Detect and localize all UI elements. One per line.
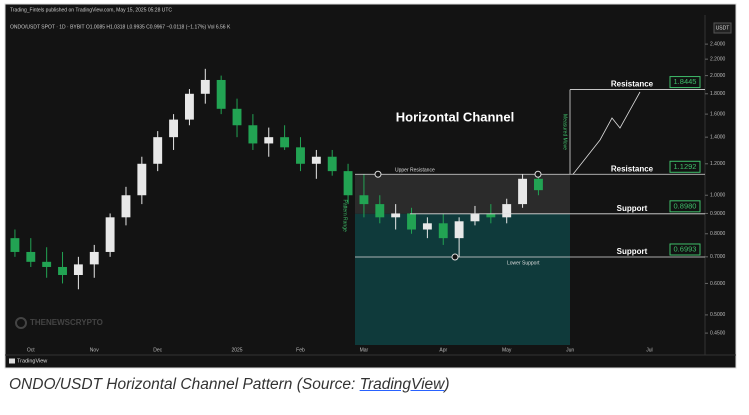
x-tick-label: Jun	[566, 347, 574, 353]
currency: USDT	[716, 25, 730, 31]
level-value: 1.8445	[674, 77, 697, 86]
level-value-box	[669, 76, 701, 89]
candle-body	[327, 156, 337, 172]
level-value: 0.6993	[674, 244, 697, 253]
range-label: Pattern Range	[342, 200, 348, 232]
candle-body	[232, 108, 242, 126]
y-tick-label: 2.0000	[710, 73, 726, 79]
y-tick-label: 1.0000	[710, 193, 726, 199]
footer-brand: TradingView	[17, 358, 47, 364]
footer-logo	[9, 358, 15, 364]
level-name: Resistance	[611, 164, 654, 173]
symbol-info: ONDO/USDT SPOT · 1D · BYBIT O1.0085 H1.0…	[10, 24, 231, 30]
candle-body	[73, 264, 83, 276]
candle-body	[391, 213, 401, 218]
measured-arrow	[572, 91, 641, 175]
candle-body	[10, 238, 20, 252]
watermark: THENEWSCRYPTO	[30, 318, 103, 327]
candle-body	[264, 137, 274, 144]
caption-text: ONDO/USDT Horizontal Channel Pattern (So…	[9, 376, 356, 393]
level-name: Resistance	[611, 80, 654, 89]
candle-body	[216, 79, 226, 109]
candle-body	[153, 137, 163, 164]
x-tick-label: Oct	[27, 347, 35, 353]
level-value: 0.8980	[674, 201, 697, 210]
x-tick-label: Nov	[90, 347, 99, 353]
candle-body	[359, 195, 369, 205]
currency-box	[713, 22, 732, 34]
level-value-box	[669, 160, 701, 173]
pivot-marker	[534, 170, 542, 178]
candle-body	[248, 125, 258, 144]
y-tick-label: 1.6000	[710, 111, 726, 117]
measured-label: Measured Move	[562, 114, 568, 150]
y-tick-label: 1.4000	[710, 134, 726, 140]
level-value: 1.1292	[674, 162, 697, 171]
y-tick-label: 0.5000	[710, 312, 726, 318]
candle-body	[375, 204, 385, 218]
candle-body	[58, 266, 67, 276]
candle-body	[311, 156, 321, 164]
candle-body	[343, 171, 353, 196]
level-name: Support	[617, 247, 648, 256]
candle-body	[296, 147, 305, 164]
candle-body	[280, 137, 290, 148]
x-tick-label: Dec	[153, 347, 162, 353]
chart: Trading_Fintels published on TradingView…	[4, 3, 737, 369]
lower-label: Lower Support	[507, 260, 540, 266]
candle-body	[502, 204, 512, 218]
y-tick-label: 0.7000	[710, 254, 726, 260]
x-tick-label: May	[502, 347, 512, 353]
x-tick-label: Mar	[360, 347, 369, 353]
pivot-marker	[374, 170, 382, 178]
candle-body	[454, 221, 464, 239]
level-name: Support	[617, 204, 648, 213]
y-tick-label: 0.6000	[710, 281, 726, 287]
candle-body	[169, 119, 179, 138]
caption-link[interactable]: TradingView	[359, 376, 445, 393]
level-value-box	[669, 200, 701, 213]
candle-body	[533, 178, 543, 191]
x-tick-label: Apr	[439, 347, 447, 353]
x-tick-label: Jul	[646, 347, 652, 353]
candle-body	[184, 93, 194, 120]
watermark-logo	[15, 317, 27, 329]
candle-body	[26, 251, 36, 262]
candle-body	[137, 163, 147, 196]
candle-body	[486, 213, 496, 218]
candle-body	[518, 178, 528, 205]
y-tick-label: 2.4000	[710, 41, 726, 47]
x-tick-label: Feb	[296, 347, 305, 353]
candle-body	[121, 195, 131, 218]
level-value-box	[669, 243, 701, 256]
publisher: Trading_Fintels published on TradingView…	[10, 7, 172, 13]
y-tick-label: 0.9000	[710, 211, 726, 217]
candle-body	[89, 251, 99, 265]
caption-suffix: )	[444, 376, 450, 393]
pivot-marker	[451, 253, 459, 261]
candle-body	[200, 79, 210, 94]
y-tick-label: 2.2000	[710, 56, 726, 62]
y-tick-label: 1.2000	[710, 161, 726, 167]
upper-label: Upper Resistance	[395, 168, 435, 174]
candle-body	[438, 223, 448, 239]
caption: ONDO/USDT Horizontal Channel Pattern (So…	[9, 376, 450, 394]
candle-body	[470, 213, 480, 222]
y-tick-label: 0.4500	[710, 330, 726, 336]
x-tick-label: 2025	[231, 347, 242, 353]
y-tick-label: 0.8000	[710, 231, 726, 237]
candle-body	[105, 217, 115, 252]
candle-body	[422, 223, 432, 230]
candle-body	[42, 261, 52, 267]
y-tick-label: 1.8000	[710, 91, 726, 97]
chart-title: Horizontal Channel	[396, 109, 514, 124]
candle-body	[407, 213, 416, 230]
